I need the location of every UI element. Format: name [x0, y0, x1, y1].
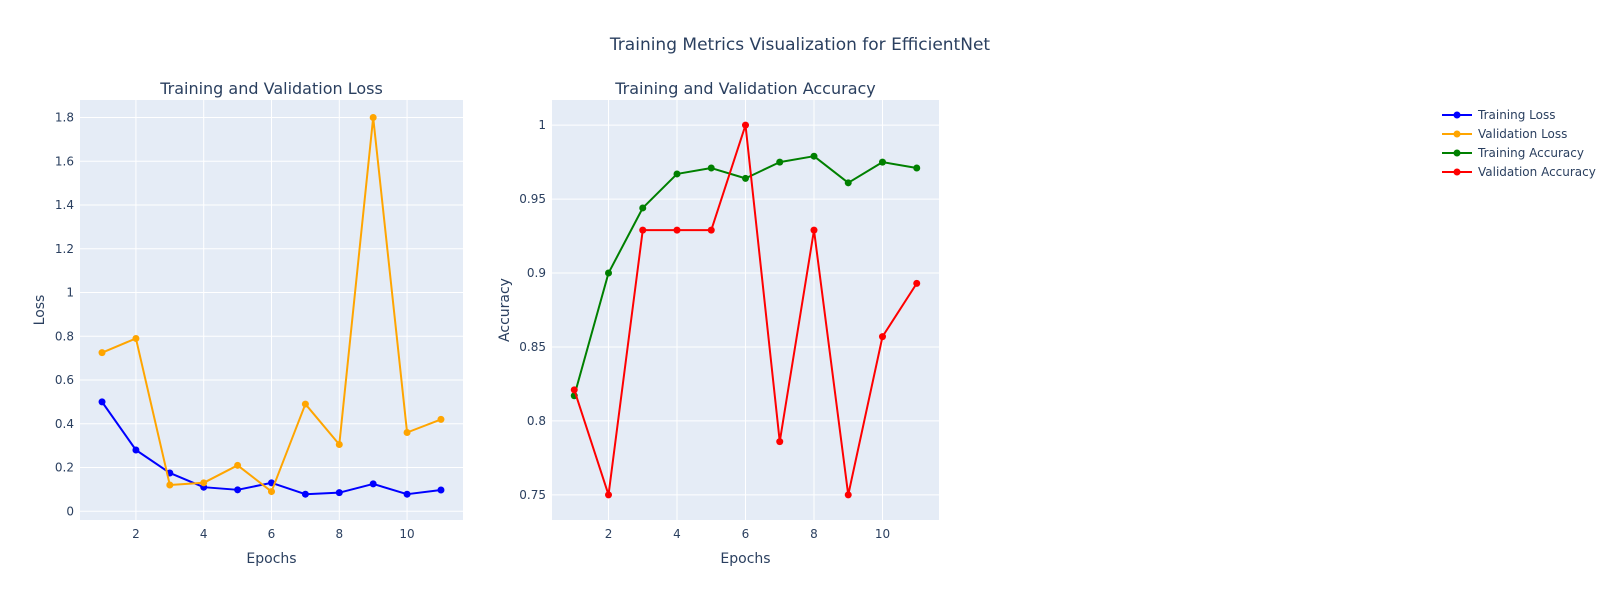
- validation-loss-point: [335, 441, 343, 449]
- legend-item-training-accuracy[interactable]: Training Accuracy: [1442, 146, 1584, 160]
- accuracy-x-tick-label: 10: [875, 527, 890, 541]
- training-loss-point: [132, 446, 140, 454]
- training-accuracy-point: [605, 269, 613, 277]
- loss-y-tick-label: 1.6: [55, 154, 74, 168]
- training-loss-point: [437, 486, 445, 494]
- training-accuracy-point: [810, 152, 818, 160]
- legend-label: Validation Accuracy: [1478, 165, 1596, 179]
- validation-loss-point: [98, 349, 106, 357]
- validation-accuracy-point: [673, 226, 681, 234]
- loss-y-tick-label: 1.8: [55, 111, 74, 125]
- validation-accuracy-point: [570, 386, 578, 394]
- loss-y-tick-label: 0.8: [55, 329, 74, 343]
- accuracy-y-tick-label: 0.9: [527, 266, 546, 280]
- validation-loss-point: [132, 334, 140, 342]
- legend: Training Loss Validation Loss Training A…: [1442, 108, 1596, 179]
- accuracy-x-tick-label: 4: [673, 527, 681, 541]
- training-accuracy-point: [776, 158, 784, 166]
- validation-loss-point: [234, 461, 242, 469]
- validation-loss-point: [369, 114, 377, 121]
- loss-x-tick-label: 4: [200, 527, 208, 541]
- training-loss-point: [369, 480, 377, 488]
- training-loss-point: [98, 398, 106, 406]
- legend-swatch-marker: [1453, 168, 1461, 176]
- loss-y-tick-label: 0.6: [55, 373, 74, 387]
- training-accuracy-point: [742, 174, 749, 182]
- accuracy-y-axis-title: Accuracy: [497, 278, 513, 342]
- loss-subplot: Training and Validation Loss Epochs Loss…: [32, 79, 463, 567]
- validation-loss-point: [403, 429, 411, 436]
- accuracy-y-tick-label: 0.95: [519, 192, 546, 206]
- training-loss-point: [301, 490, 309, 498]
- validation-accuracy-point: [844, 491, 852, 499]
- validation-accuracy-point: [878, 333, 886, 341]
- loss-y-tick-label: 0.2: [55, 461, 74, 475]
- loss-x-tick-label: 10: [399, 527, 414, 541]
- training-accuracy-point: [673, 170, 681, 178]
- validation-accuracy-point: [776, 438, 784, 446]
- validation-loss-point: [301, 400, 309, 408]
- training-accuracy-point: [639, 204, 647, 212]
- legend-item-training-loss[interactable]: Training Loss: [1442, 108, 1555, 122]
- validation-loss-point: [437, 415, 445, 423]
- validation-loss-point: [200, 479, 208, 487]
- training-accuracy-point: [707, 164, 715, 172]
- figure-title: Training Metrics Visualization for Effic…: [609, 35, 990, 55]
- loss-y-tick-label: 1: [66, 286, 74, 300]
- loss-x-axis-title: Epochs: [246, 551, 296, 567]
- loss-subplot-title: Training and Validation Loss: [159, 79, 383, 98]
- validation-accuracy-point: [742, 121, 749, 129]
- accuracy-y-tick-label: 1: [538, 118, 546, 132]
- accuracy-x-axis-title: Epochs: [720, 551, 770, 567]
- loss-y-tick-label: 0.4: [55, 417, 74, 431]
- validation-accuracy-point: [810, 226, 818, 234]
- loss-x-tick-label: 6: [268, 527, 276, 541]
- loss-y-tick-label: 0: [66, 504, 74, 518]
- loss-x-tick-label: 8: [335, 527, 343, 541]
- loss-y-axis-title: Loss: [32, 295, 48, 326]
- accuracy-y-tick-label: 0.8: [527, 414, 546, 428]
- validation-loss-point: [268, 488, 275, 496]
- training-loss-point: [234, 486, 242, 494]
- validation-loss-point: [166, 481, 174, 489]
- legend-label: Validation Loss: [1478, 127, 1567, 141]
- legend-swatch-marker: [1453, 149, 1461, 157]
- loss-y-tick-label: 1.2: [55, 242, 74, 256]
- validation-accuracy-point: [707, 226, 715, 234]
- accuracy-x-tick-label: 6: [742, 527, 750, 541]
- accuracy-y-tick-label: 0.85: [519, 340, 546, 354]
- legend-item-validation-loss[interactable]: Validation Loss: [1442, 127, 1567, 141]
- validation-accuracy-point: [639, 226, 647, 234]
- accuracy-subplot-title: Training and Validation Accuracy: [614, 79, 876, 98]
- training-loss-point: [335, 489, 343, 497]
- training-accuracy-point: [878, 158, 886, 166]
- validation-accuracy-point: [605, 491, 613, 499]
- accuracy-x-tick-label: 8: [810, 527, 818, 541]
- validation-accuracy-point: [913, 279, 921, 287]
- legend-swatch-marker: [1453, 130, 1461, 138]
- loss-x-tick-label: 2: [132, 527, 140, 541]
- accuracy-y-tick-label: 0.75: [519, 488, 546, 502]
- accuracy-x-tick-label: 2: [605, 527, 613, 541]
- legend-label: Training Loss: [1477, 108, 1555, 122]
- loss-y-tick-label: 1.4: [55, 198, 74, 212]
- training-accuracy-point: [913, 164, 921, 172]
- training-accuracy-point: [844, 179, 852, 187]
- accuracy-subplot: Training and Validation Accuracy Epochs …: [497, 79, 939, 567]
- legend-item-validation-accuracy[interactable]: Validation Accuracy: [1442, 165, 1596, 179]
- legend-label: Training Accuracy: [1477, 146, 1584, 160]
- training-loss-point: [403, 490, 411, 498]
- legend-swatch-marker: [1453, 111, 1461, 119]
